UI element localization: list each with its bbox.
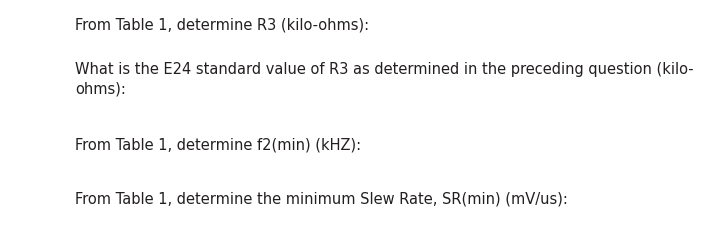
Text: What is the E24 standard value of R3 as determined in the preceding question (ki: What is the E24 standard value of R3 as … (75, 62, 694, 97)
Text: From Table 1, determine f2(min) (kHZ):: From Table 1, determine f2(min) (kHZ): (75, 138, 361, 153)
Text: From Table 1, determine the minimum Slew Rate, SR(min) (mV/us):: From Table 1, determine the minimum Slew… (75, 192, 568, 207)
Text: From Table 1, determine R3 (kilo-ohms):: From Table 1, determine R3 (kilo-ohms): (75, 18, 369, 33)
